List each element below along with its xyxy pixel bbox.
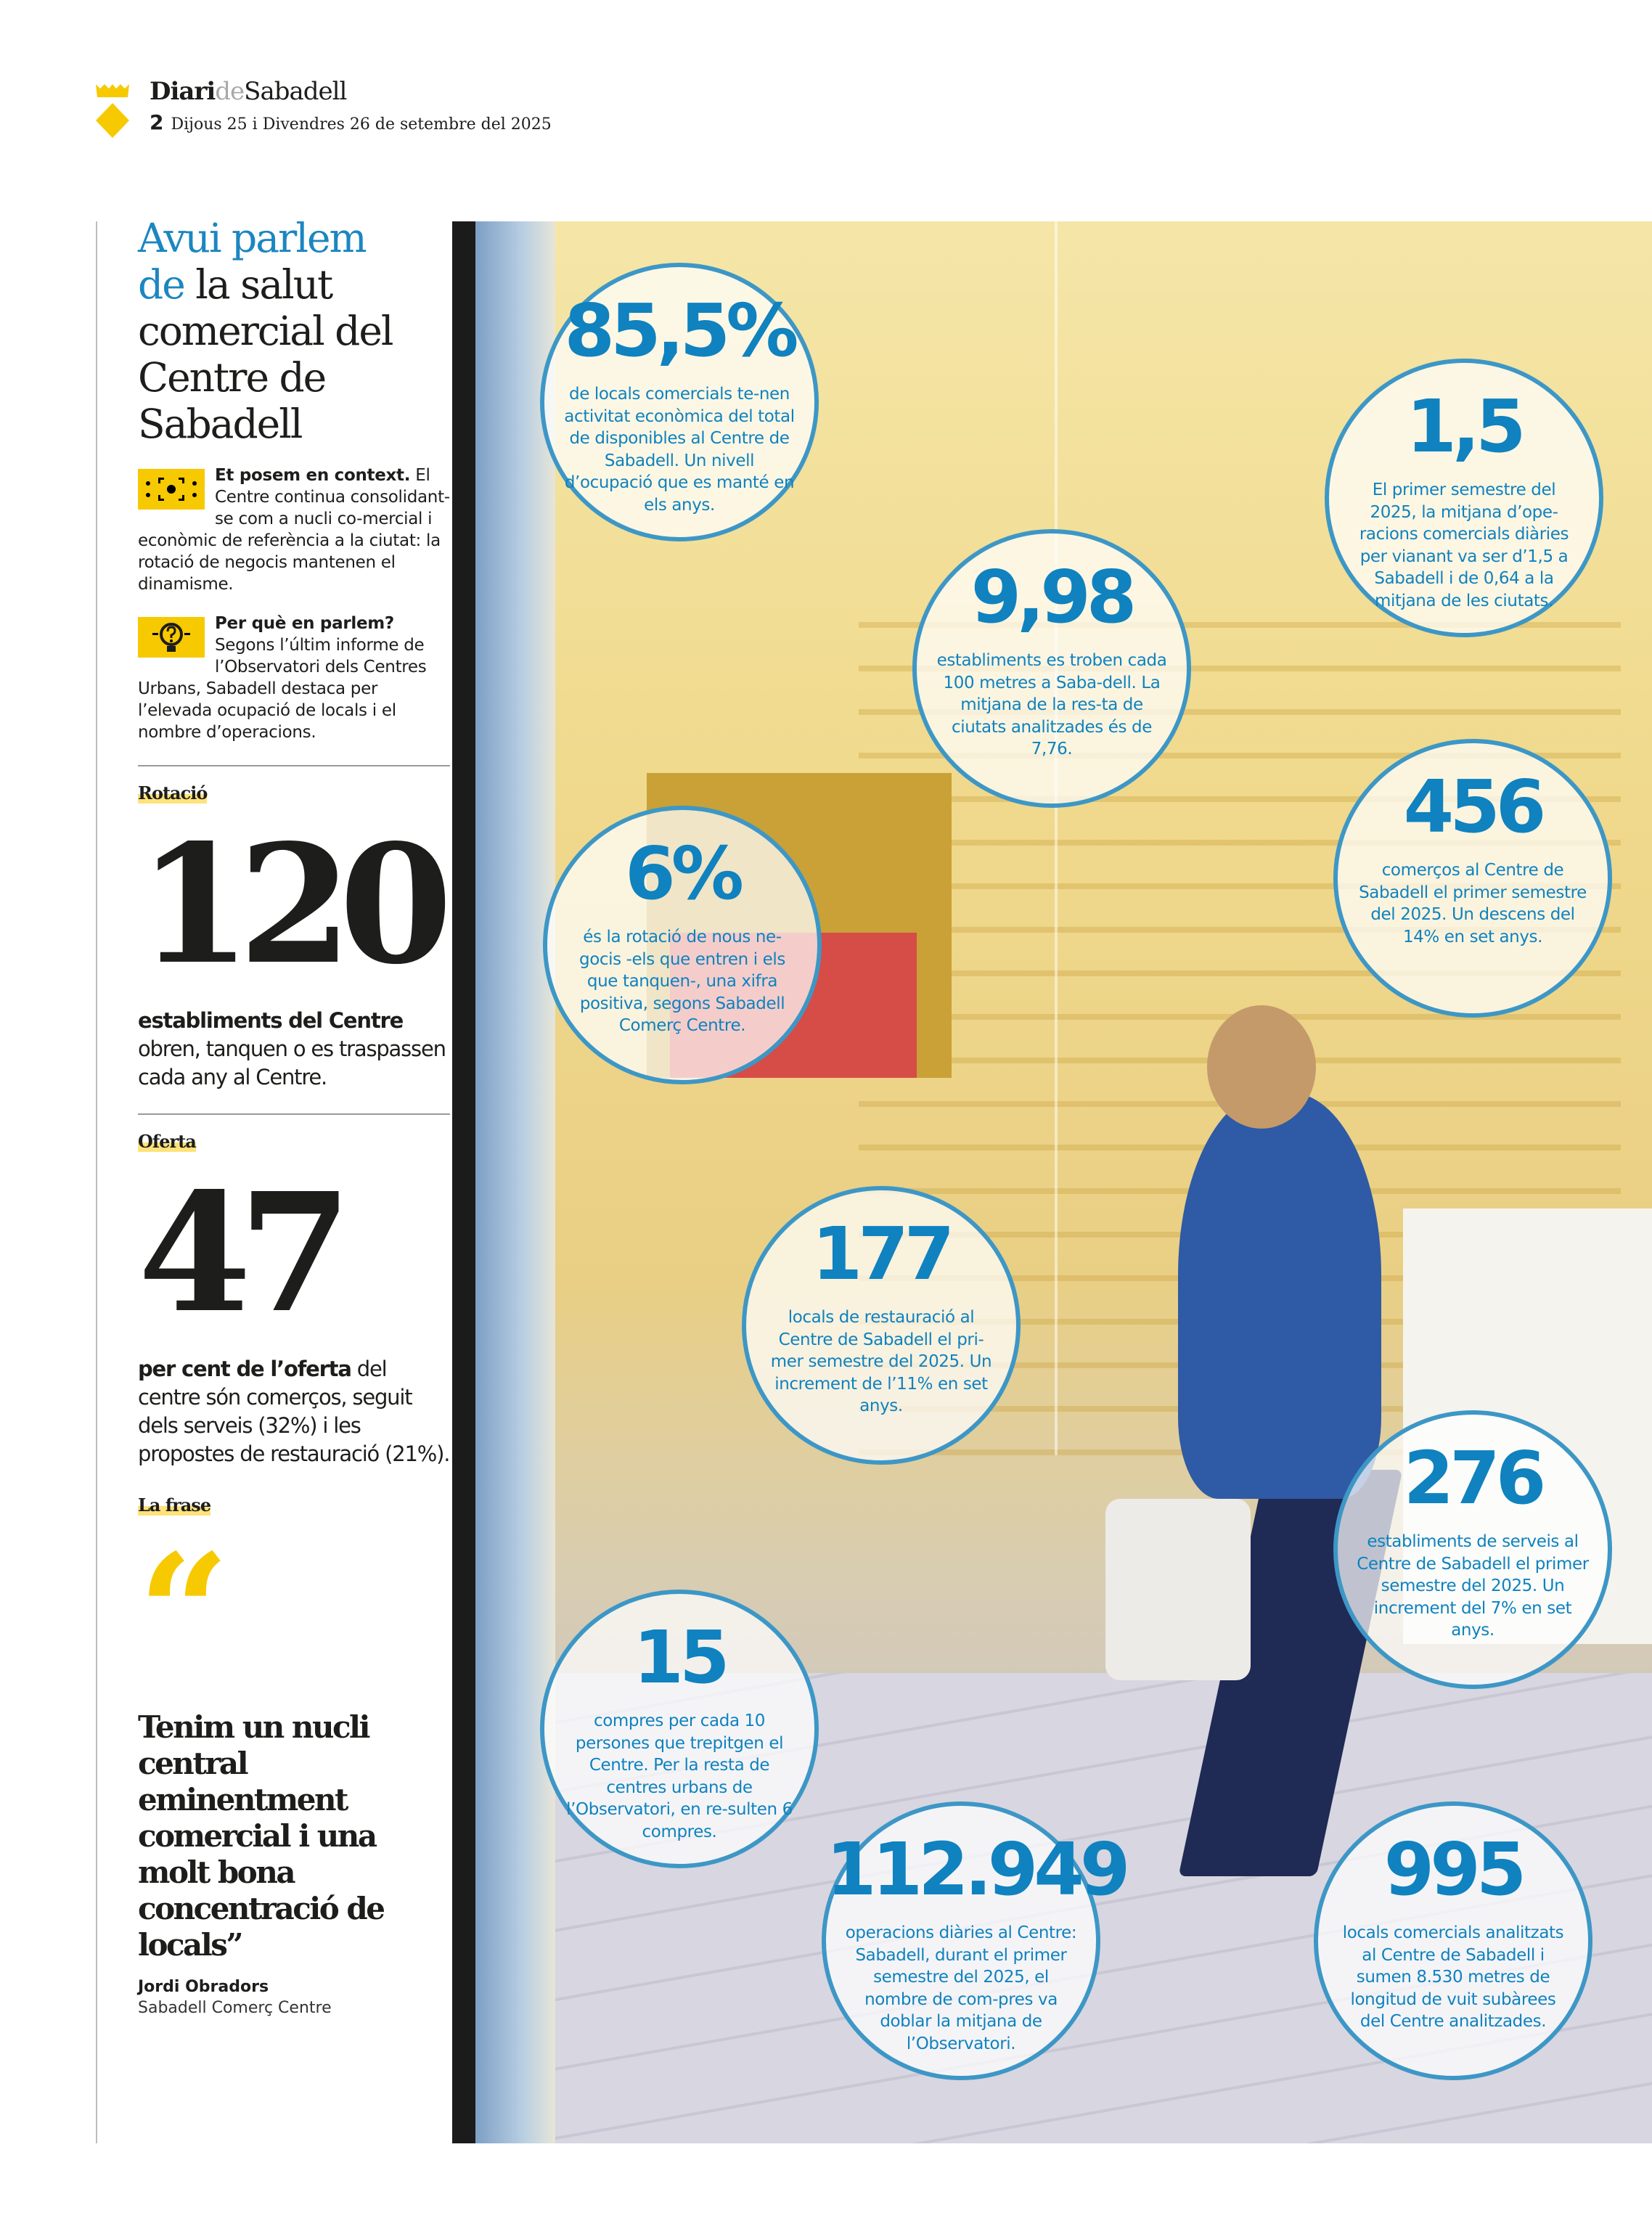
- pull-quote: Tenim un nucli central eminentment comer…: [138, 1709, 385, 1963]
- context-text: El Centre continua consolidant-se com a …: [138, 466, 450, 594]
- masthead-sabadell: Sabadell: [244, 77, 347, 106]
- glass-divider: [1055, 221, 1058, 1455]
- stat-circle-daily-operations: 112.949 operacions diàries al Centre: Sab…: [822, 1801, 1130, 2080]
- stat-text: de locals comercials te-nen activitat ec…: [564, 385, 795, 515]
- stat-text: locals comercials analitzats al Centre d…: [1342, 1923, 1564, 2031]
- stat-text: establiments de serveis al Centre de Sab…: [1357, 1532, 1589, 1640]
- stat-circle-services: 276 establiments de serveis al Centre de …: [1333, 1410, 1612, 1689]
- title-blue-2: de: [138, 261, 186, 308]
- why-block: Per què en parlem? Segons l’últim inform…: [138, 613, 450, 743]
- pedestrian-head: [1207, 1005, 1316, 1129]
- page-title: Avui parlem de la salut comercial del Cen…: [138, 215, 450, 447]
- quote-mark-icon: “: [138, 1518, 230, 1706]
- stat-number: 6%: [625, 831, 744, 916]
- stat-circle-purchases: 15 compres per cada 10 persones que trepi…: [540, 1590, 819, 1868]
- page-number: 2: [150, 110, 164, 134]
- stat-circle-restaurants: 177 locals de restauració al Centre de Sa…: [742, 1186, 1021, 1465]
- why-heading: Per què en parlem?: [215, 614, 394, 633]
- rotacio-kicker: Rotació: [138, 782, 208, 803]
- frase-kicker: La frase: [138, 1494, 211, 1516]
- rotacio-bold: establiments del Centre: [138, 1008, 404, 1033]
- oferta-desc: del centre són comerços, seguit dels ser…: [138, 1357, 450, 1466]
- stat-number: 995: [1383, 1827, 1527, 1912]
- stat-text: és la rotació de nous ne-gocis -els que …: [579, 928, 785, 1035]
- stat-circle-operations-per-pedestrian: 1,5 El primer semestre del 2025, la mitja…: [1325, 359, 1603, 637]
- dateline: 2 Dijous 25 i Divendres 26 de setembre de…: [150, 110, 552, 134]
- stat-number: 456: [1403, 764, 1547, 849]
- oferta-text: per cent de l’oferta del centre són come…: [138, 1355, 450, 1468]
- door-frame-blue: [475, 221, 555, 2143]
- stat-number: 1,5: [1406, 384, 1526, 469]
- masthead-diari: Diari: [150, 77, 216, 106]
- stat-text: establiments es troben cada 100 metres a…: [936, 651, 1167, 758]
- stat-number: 85,5%: [564, 288, 799, 373]
- context-heading: Et posem en context.: [215, 466, 411, 485]
- crown-diamond-logo-icon: [96, 84, 129, 138]
- oferta-kicker: Oferta: [138, 1131, 197, 1152]
- title-blue-1: Avui parlem: [138, 215, 367, 261]
- stat-text: locals de restauració al Centre de Sabad…: [770, 1308, 992, 1415]
- sidebar: Avui parlem de la salut comercial del Cen…: [138, 215, 453, 2017]
- tote-bag: [1105, 1499, 1251, 1680]
- stat-circle-rotation: 6% és la rotació de nous ne-gocis -els qu…: [543, 806, 822, 1084]
- issue-date: Dijous 25 i Divendres 26 de setembre del…: [171, 115, 552, 134]
- masthead-de: de: [215, 77, 245, 106]
- stat-number: 9,98: [970, 555, 1137, 639]
- why-text: Segons l’últim informe de l’Observatori …: [138, 636, 427, 742]
- stat-circle-premises: 995 locals comercials analitzats al Centr…: [1314, 1801, 1592, 2080]
- masthead: DiarideSabadell: [150, 77, 347, 106]
- stat-text: El primer semestre del 2025, la mitjana …: [1359, 480, 1569, 610]
- rotacio-desc: obren, tanquen o es traspassen cada any …: [138, 1036, 446, 1089]
- context-block: Et posem en context. El Centre continua …: [138, 465, 450, 595]
- rotacio-text: establiments del Centre obren, tanquen o …: [138, 1007, 450, 1092]
- lightbulb-question-icon: [138, 617, 205, 658]
- rotacio-number: 120: [138, 809, 453, 1001]
- oferta-number: 47: [138, 1158, 352, 1349]
- divider: [138, 765, 450, 766]
- column-rule: [96, 221, 97, 2143]
- stat-text: operacions diàries al Centre: Sabadell, …: [845, 1923, 1077, 2053]
- oferta-bold: per cent de l’oferta: [138, 1357, 352, 1381]
- stat-circle-occupancy: 85,5% de locals comercials te-nen activit…: [540, 263, 819, 541]
- stat-number: 177: [811, 1211, 955, 1296]
- title-rest: la salut comercial del Centre de Sabadel…: [138, 261, 394, 447]
- stat-text: comerços al Centre de Sabadell el primer…: [1359, 861, 1587, 946]
- quote-author: Jordi Obradors: [138, 1978, 269, 1996]
- stat-text: compres per cada 10 persones que trepitg…: [566, 1711, 793, 1841]
- stat-circle-shops: 456 comerços al Centre de Sabadell el pri…: [1333, 739, 1612, 1018]
- pedestrian-jacket: [1178, 1092, 1381, 1499]
- door-frame-black: [452, 221, 475, 2143]
- quote-organization: Sabadell Comerç Centre: [138, 1999, 332, 2017]
- stat-circle-density: 9,98 establiments es troben cada 100 metr…: [912, 529, 1191, 808]
- divider: [138, 1113, 450, 1115]
- focus-target-icon: [138, 469, 205, 510]
- stat-number: 276: [1403, 1436, 1547, 1521]
- stat-number: 112.949: [826, 1827, 1130, 1912]
- stat-number: 15: [633, 1615, 729, 1700]
